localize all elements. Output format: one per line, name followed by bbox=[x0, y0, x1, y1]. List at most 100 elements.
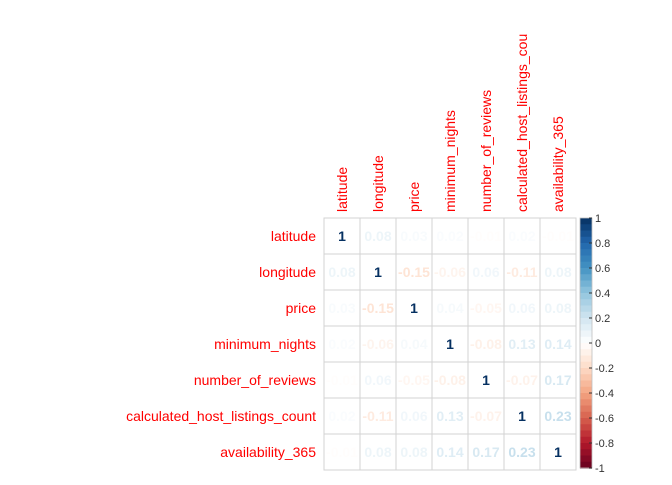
row-label: availability_365 bbox=[220, 444, 316, 460]
correlation-value: 0.06 bbox=[508, 300, 535, 316]
matrix-cell bbox=[395, 253, 433, 291]
colorbar-tick-label: -0.2 bbox=[595, 363, 614, 375]
matrix-cell bbox=[359, 325, 397, 363]
colorbar-segment bbox=[580, 261, 592, 269]
matrix-cell bbox=[503, 325, 541, 363]
matrix-cell bbox=[323, 217, 361, 255]
correlation-value: 0.08 bbox=[364, 444, 391, 460]
matrix-cell bbox=[323, 325, 361, 363]
correlation-value: 0.02 bbox=[328, 336, 355, 352]
matrix-cell bbox=[503, 289, 541, 327]
correlation-value: 0.08 bbox=[328, 264, 355, 280]
colorbar-tick-label: -0.4 bbox=[595, 388, 614, 400]
correlation-value: -0.06 bbox=[434, 264, 466, 280]
matrix-cell bbox=[539, 253, 577, 291]
colorbar-tick-label: -0.6 bbox=[595, 413, 614, 425]
column-label: calculated_host_listings_cou bbox=[514, 34, 530, 212]
correlation-value: -0.01 bbox=[470, 228, 502, 244]
column-label: minimum_nights bbox=[442, 110, 458, 212]
correlation-value: -0.01 bbox=[542, 228, 574, 244]
colorbar-segment bbox=[580, 305, 592, 313]
correlation-value: 0.02 bbox=[436, 228, 463, 244]
colorbar-segment bbox=[580, 430, 592, 438]
colorbar-segment bbox=[580, 355, 592, 363]
correlation-value: -0.01 bbox=[326, 372, 358, 388]
colorbar-segment bbox=[580, 455, 592, 463]
colorbar-segment bbox=[580, 411, 592, 419]
correlation-value: 0.08 bbox=[364, 228, 391, 244]
colorbar-segment bbox=[580, 436, 592, 444]
row-label: minimum_nights bbox=[214, 336, 316, 352]
colorbar-segment bbox=[580, 349, 592, 357]
matrix-cell bbox=[323, 253, 361, 291]
row-label: latitude bbox=[271, 228, 316, 244]
colorbar-segment bbox=[580, 293, 592, 300]
colorbar-segment bbox=[580, 461, 592, 469]
correlation-value: 0.14 bbox=[544, 336, 571, 352]
colorbar-segment bbox=[580, 255, 592, 263]
colorbar-segment bbox=[580, 405, 592, 413]
colorbar-segment bbox=[580, 368, 592, 375]
correlation-value: -0.15 bbox=[398, 264, 430, 280]
colorbar-segment bbox=[580, 380, 592, 388]
correlation-value: -0.05 bbox=[398, 372, 430, 388]
correlation-value: 0.02 bbox=[508, 228, 535, 244]
colorbar-tick-label: 0.8 bbox=[595, 238, 610, 250]
correlation-value: 1 bbox=[482, 372, 490, 388]
colorbar-segment bbox=[580, 374, 592, 382]
correlation-value: 1 bbox=[338, 228, 346, 244]
colorbar-segment bbox=[580, 311, 592, 319]
colorbar-segment bbox=[580, 230, 592, 238]
matrix-cell bbox=[539, 289, 577, 327]
colorbar-segment bbox=[580, 343, 592, 350]
colorbar-segment bbox=[580, 324, 592, 332]
correlation-value: -0.05 bbox=[470, 300, 502, 316]
correlation-value: 0.17 bbox=[544, 372, 571, 388]
correlation-value: 0.08 bbox=[544, 300, 571, 316]
matrix-cell bbox=[359, 217, 397, 255]
colorbar-segment bbox=[580, 274, 592, 282]
matrix-cell bbox=[359, 289, 397, 327]
colorbar-segment bbox=[580, 399, 592, 407]
correlation-value: -0.11 bbox=[506, 264, 537, 280]
column-label: latitude bbox=[334, 167, 350, 212]
colorbar-segment bbox=[580, 318, 592, 325]
colorbar-segment bbox=[580, 361, 592, 369]
matrix-cell bbox=[323, 361, 361, 399]
correlation-value: -0.06 bbox=[362, 336, 394, 352]
correlation-value: 0.03 bbox=[328, 300, 355, 316]
matrix-cell bbox=[395, 361, 433, 399]
colorbar-segment bbox=[580, 299, 592, 307]
colorbar-tick-label: -1 bbox=[595, 463, 605, 475]
column-label: longitude bbox=[370, 155, 386, 212]
row-label: longitude bbox=[259, 264, 316, 280]
correlation-value: -0.01 bbox=[326, 444, 358, 460]
row-label: price bbox=[286, 300, 317, 316]
colorbar-segment bbox=[580, 386, 592, 394]
correlation-value: 0.17 bbox=[472, 444, 499, 460]
correlation-value: 0.08 bbox=[544, 264, 571, 280]
colorbar-segment bbox=[580, 236, 592, 244]
row-label: calculated_host_listings_count bbox=[126, 408, 316, 424]
matrix-cell bbox=[431, 433, 469, 471]
correlation-value: 1 bbox=[410, 300, 418, 316]
colorbar-segment bbox=[580, 249, 592, 257]
matrix-cell bbox=[395, 433, 433, 471]
correlation-value: 0.23 bbox=[508, 444, 535, 460]
correlation-value: 0.13 bbox=[436, 408, 463, 424]
column-label: price bbox=[406, 181, 422, 212]
correlation-value: 0.02 bbox=[328, 408, 355, 424]
colorbar-segment bbox=[580, 418, 592, 425]
correlation-value: 0.06 bbox=[400, 408, 427, 424]
colorbar-segment bbox=[580, 218, 592, 225]
matrix-cell bbox=[467, 289, 505, 327]
matrix-cell bbox=[503, 433, 541, 471]
colorbar-segment bbox=[580, 336, 592, 344]
correlation-value: 1 bbox=[518, 408, 526, 424]
correlation-value: -0.15 bbox=[362, 300, 394, 316]
colorbar-segment bbox=[580, 393, 592, 400]
colorbar-tick-label: -0.8 bbox=[595, 438, 614, 450]
matrix-cell bbox=[503, 217, 541, 255]
